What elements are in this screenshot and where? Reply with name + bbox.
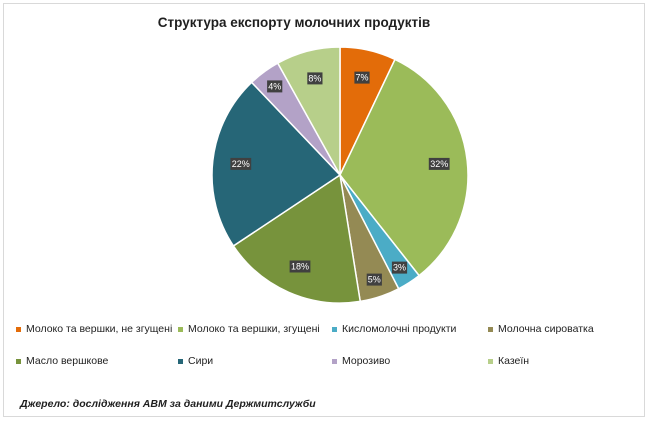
data-label-background: [267, 80, 283, 93]
legend-swatch: [16, 326, 21, 332]
data-label-background: [289, 260, 311, 273]
data-label-background: [230, 157, 252, 170]
legend-item-whey: Молочна сироватка: [488, 323, 594, 335]
data-label-background: [391, 261, 408, 274]
data-label-background: [428, 157, 450, 170]
legend-swatch: [178, 326, 183, 332]
data-label: 32%: [428, 157, 450, 170]
chart-title: Структура експорту молочних продуктів: [157, 15, 431, 30]
data-label-text: 18%: [291, 262, 309, 272]
legend-item-sour-milk-products: Кисломолочні продукти: [332, 323, 456, 335]
data-label-background: [354, 71, 370, 84]
legend-swatch: [332, 358, 337, 364]
legend-item-casein: Казеїн: [488, 355, 529, 367]
legend-label: Казеїн: [498, 355, 530, 367]
data-label-text: 8%: [308, 73, 321, 83]
data-label: 18%: [289, 260, 311, 273]
legend-swatch: [332, 326, 337, 332]
legend-label: Молоко та вершки, згущені: [188, 323, 320, 335]
source-note: Джерело: дослідження АВМ за даними Держм…: [20, 398, 316, 410]
legend-swatch: [16, 358, 21, 364]
legend-swatch: [488, 358, 493, 364]
data-label-text: 22%: [232, 159, 250, 169]
legend-swatch: [488, 326, 493, 332]
legend-label: Кисломолочні продукти: [342, 323, 457, 335]
data-label-text: 4%: [268, 81, 281, 91]
data-label-background: [307, 72, 323, 85]
data-label: 5%: [366, 273, 382, 286]
legend-label: Масло вершкове: [26, 355, 109, 367]
data-label-text: 3%: [393, 263, 406, 273]
data-label-text: 7%: [355, 73, 368, 83]
data-label: 7%: [354, 71, 370, 84]
pie-slice: [339, 58, 469, 277]
legend-label: Сири: [188, 355, 214, 367]
legend-swatch: [178, 358, 183, 364]
legend-item-cheese: Сири: [178, 355, 213, 367]
legend-label: Молочна сироватка: [498, 323, 594, 335]
legend-item-ice-cream: Морозиво: [332, 355, 390, 367]
data-label: 22%: [230, 157, 252, 170]
legend-label: Морозиво: [342, 355, 391, 367]
data-label-text: 5%: [368, 275, 381, 285]
pie-slice: [276, 46, 341, 178]
legend-item-milk-not-condensed: Молоко та вершки, не згущені: [16, 323, 172, 335]
data-label-text: 32%: [430, 159, 448, 169]
data-label: 3%: [391, 261, 408, 274]
pie-slice: [211, 81, 342, 247]
data-label: 8%: [307, 72, 323, 85]
legend-item-butter: Масло вершкове: [16, 355, 108, 367]
legend-label: Молоко та вершки, не згущені: [26, 323, 173, 335]
data-label-background: [366, 273, 382, 286]
legend-item-milk-condensed: Молоко та вершки, згущені: [178, 323, 320, 335]
pie-slice: [232, 173, 362, 304]
data-label: 4%: [267, 80, 283, 93]
